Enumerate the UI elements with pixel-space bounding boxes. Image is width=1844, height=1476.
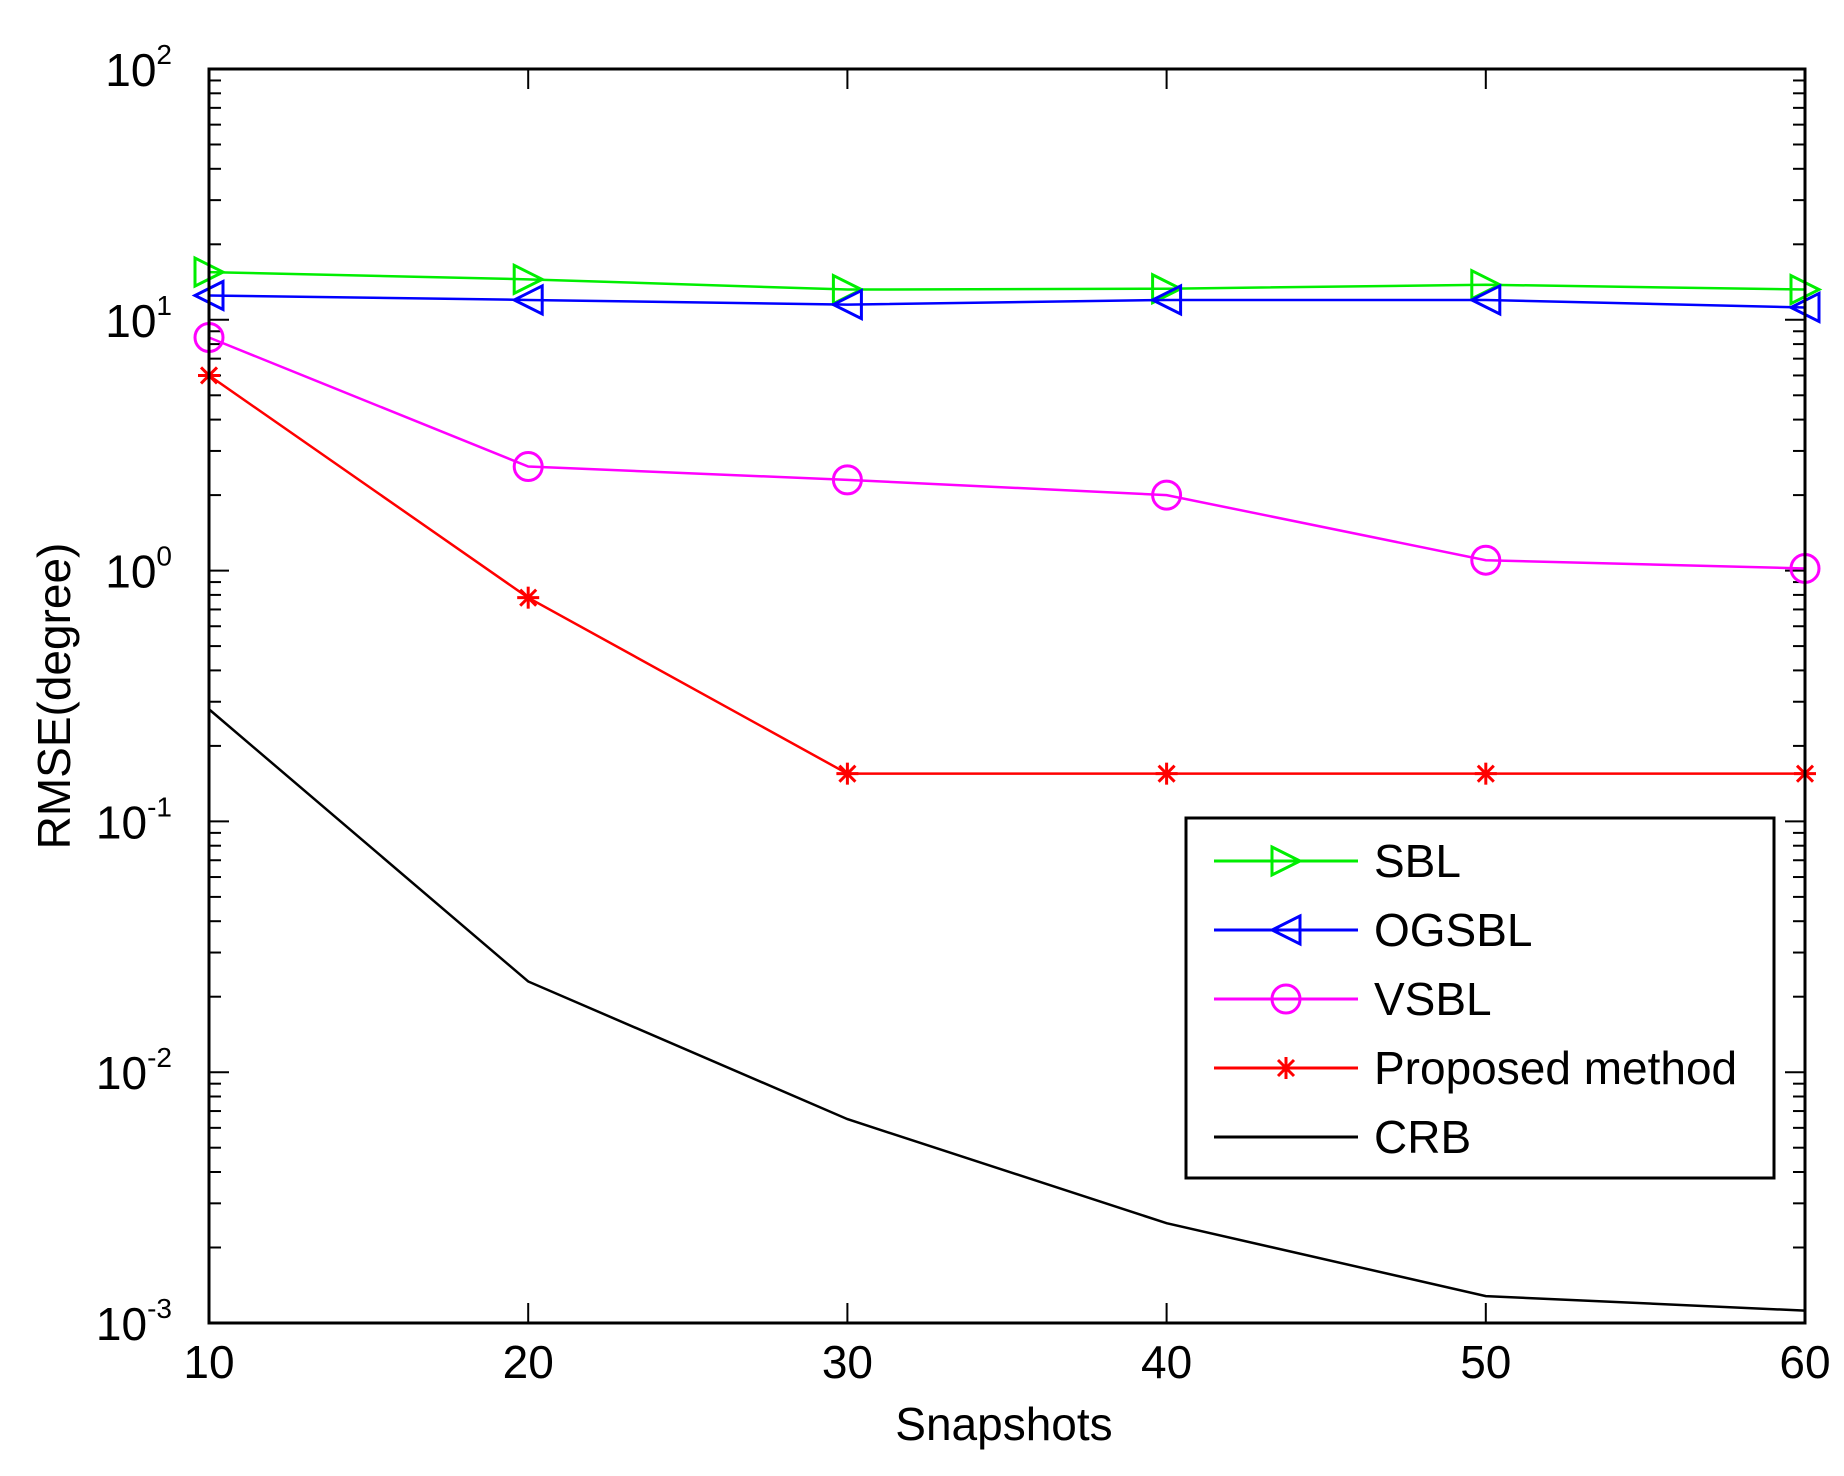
y-tick-label: 10-1 [96,791,172,848]
x-tick-label: 50 [1460,1336,1511,1388]
series-line-ogsbl [208,294,1806,309]
data-point-ogsbl [1468,283,1502,317]
data-point-proposed-method [517,586,540,609]
plot-area-frame [207,67,1807,1325]
legend: SBL OGSBL VSBL Proposed method CRB [1184,816,1776,1180]
data-point-ogsbl [1149,283,1183,317]
y-axis-label: RMSE(degree) [28,543,80,850]
x-tick-labels: 10 20 30 40 50 60 [183,1336,1830,1388]
data-point-proposed-method [1474,762,1497,785]
legend-entry-proposed-method: Proposed method [1214,1042,1737,1094]
data-point-vsbl [1470,544,1502,576]
legend-label: OGSBL [1374,904,1533,956]
series-line-vsbl [208,336,1806,570]
y-tick-label: 10-3 [96,1293,172,1350]
legend-swatch-marker [1268,913,1302,947]
data-point-proposed-method [836,762,859,785]
x-tick-label: 30 [822,1336,873,1388]
series-line-proposed-method [208,374,1805,775]
x-tick-label: 60 [1779,1336,1830,1388]
legend-swatch-marker [1270,983,1302,1015]
x-tick-label: 20 [503,1336,554,1388]
y-tick-label: 101 [105,290,172,347]
legend-label: VSBL [1374,973,1492,1025]
data-point-ogsbl [830,288,863,322]
legend-label: CRB [1374,1111,1471,1163]
y-tick-label: 100 [105,541,172,598]
y-tick-label: 10-2 [96,1042,172,1099]
data-point-proposed-method [1155,762,1178,785]
data-point-vsbl [1151,479,1183,511]
legend-swatch-marker [1270,844,1304,878]
series-line-crb [208,708,1806,1312]
legend-entry-sbl: SBL [1214,835,1461,887]
legend-entry-ogsbl: OGSBL [1214,904,1533,956]
legend-swatch-marker [1275,1057,1297,1079]
data-point-vsbl [512,451,544,483]
data-point-ogsbl [510,283,544,317]
legend-entry-crb: CRB [1214,1111,1471,1163]
data-point-vsbl [831,464,863,496]
series-line-sbl [208,270,1806,291]
legend-label: Proposed method [1374,1042,1737,1094]
minor-ticks [209,79,1805,1249]
data-point-sbl [1151,272,1184,306]
y-tick-labels: 10-3 10-2 10-1 100 101 102 [96,39,172,1350]
legend-entry-vsbl: VSBL [1214,973,1492,1025]
x-tick-label: 10 [183,1336,234,1388]
x-tick-label: 40 [1141,1336,1192,1388]
y-tick-label: 102 [105,39,172,96]
data-point-sbl [512,262,546,296]
x-axis-label: Snapshots [895,1398,1112,1450]
series-crb [208,708,1806,1312]
legend-label: SBL [1374,835,1461,887]
